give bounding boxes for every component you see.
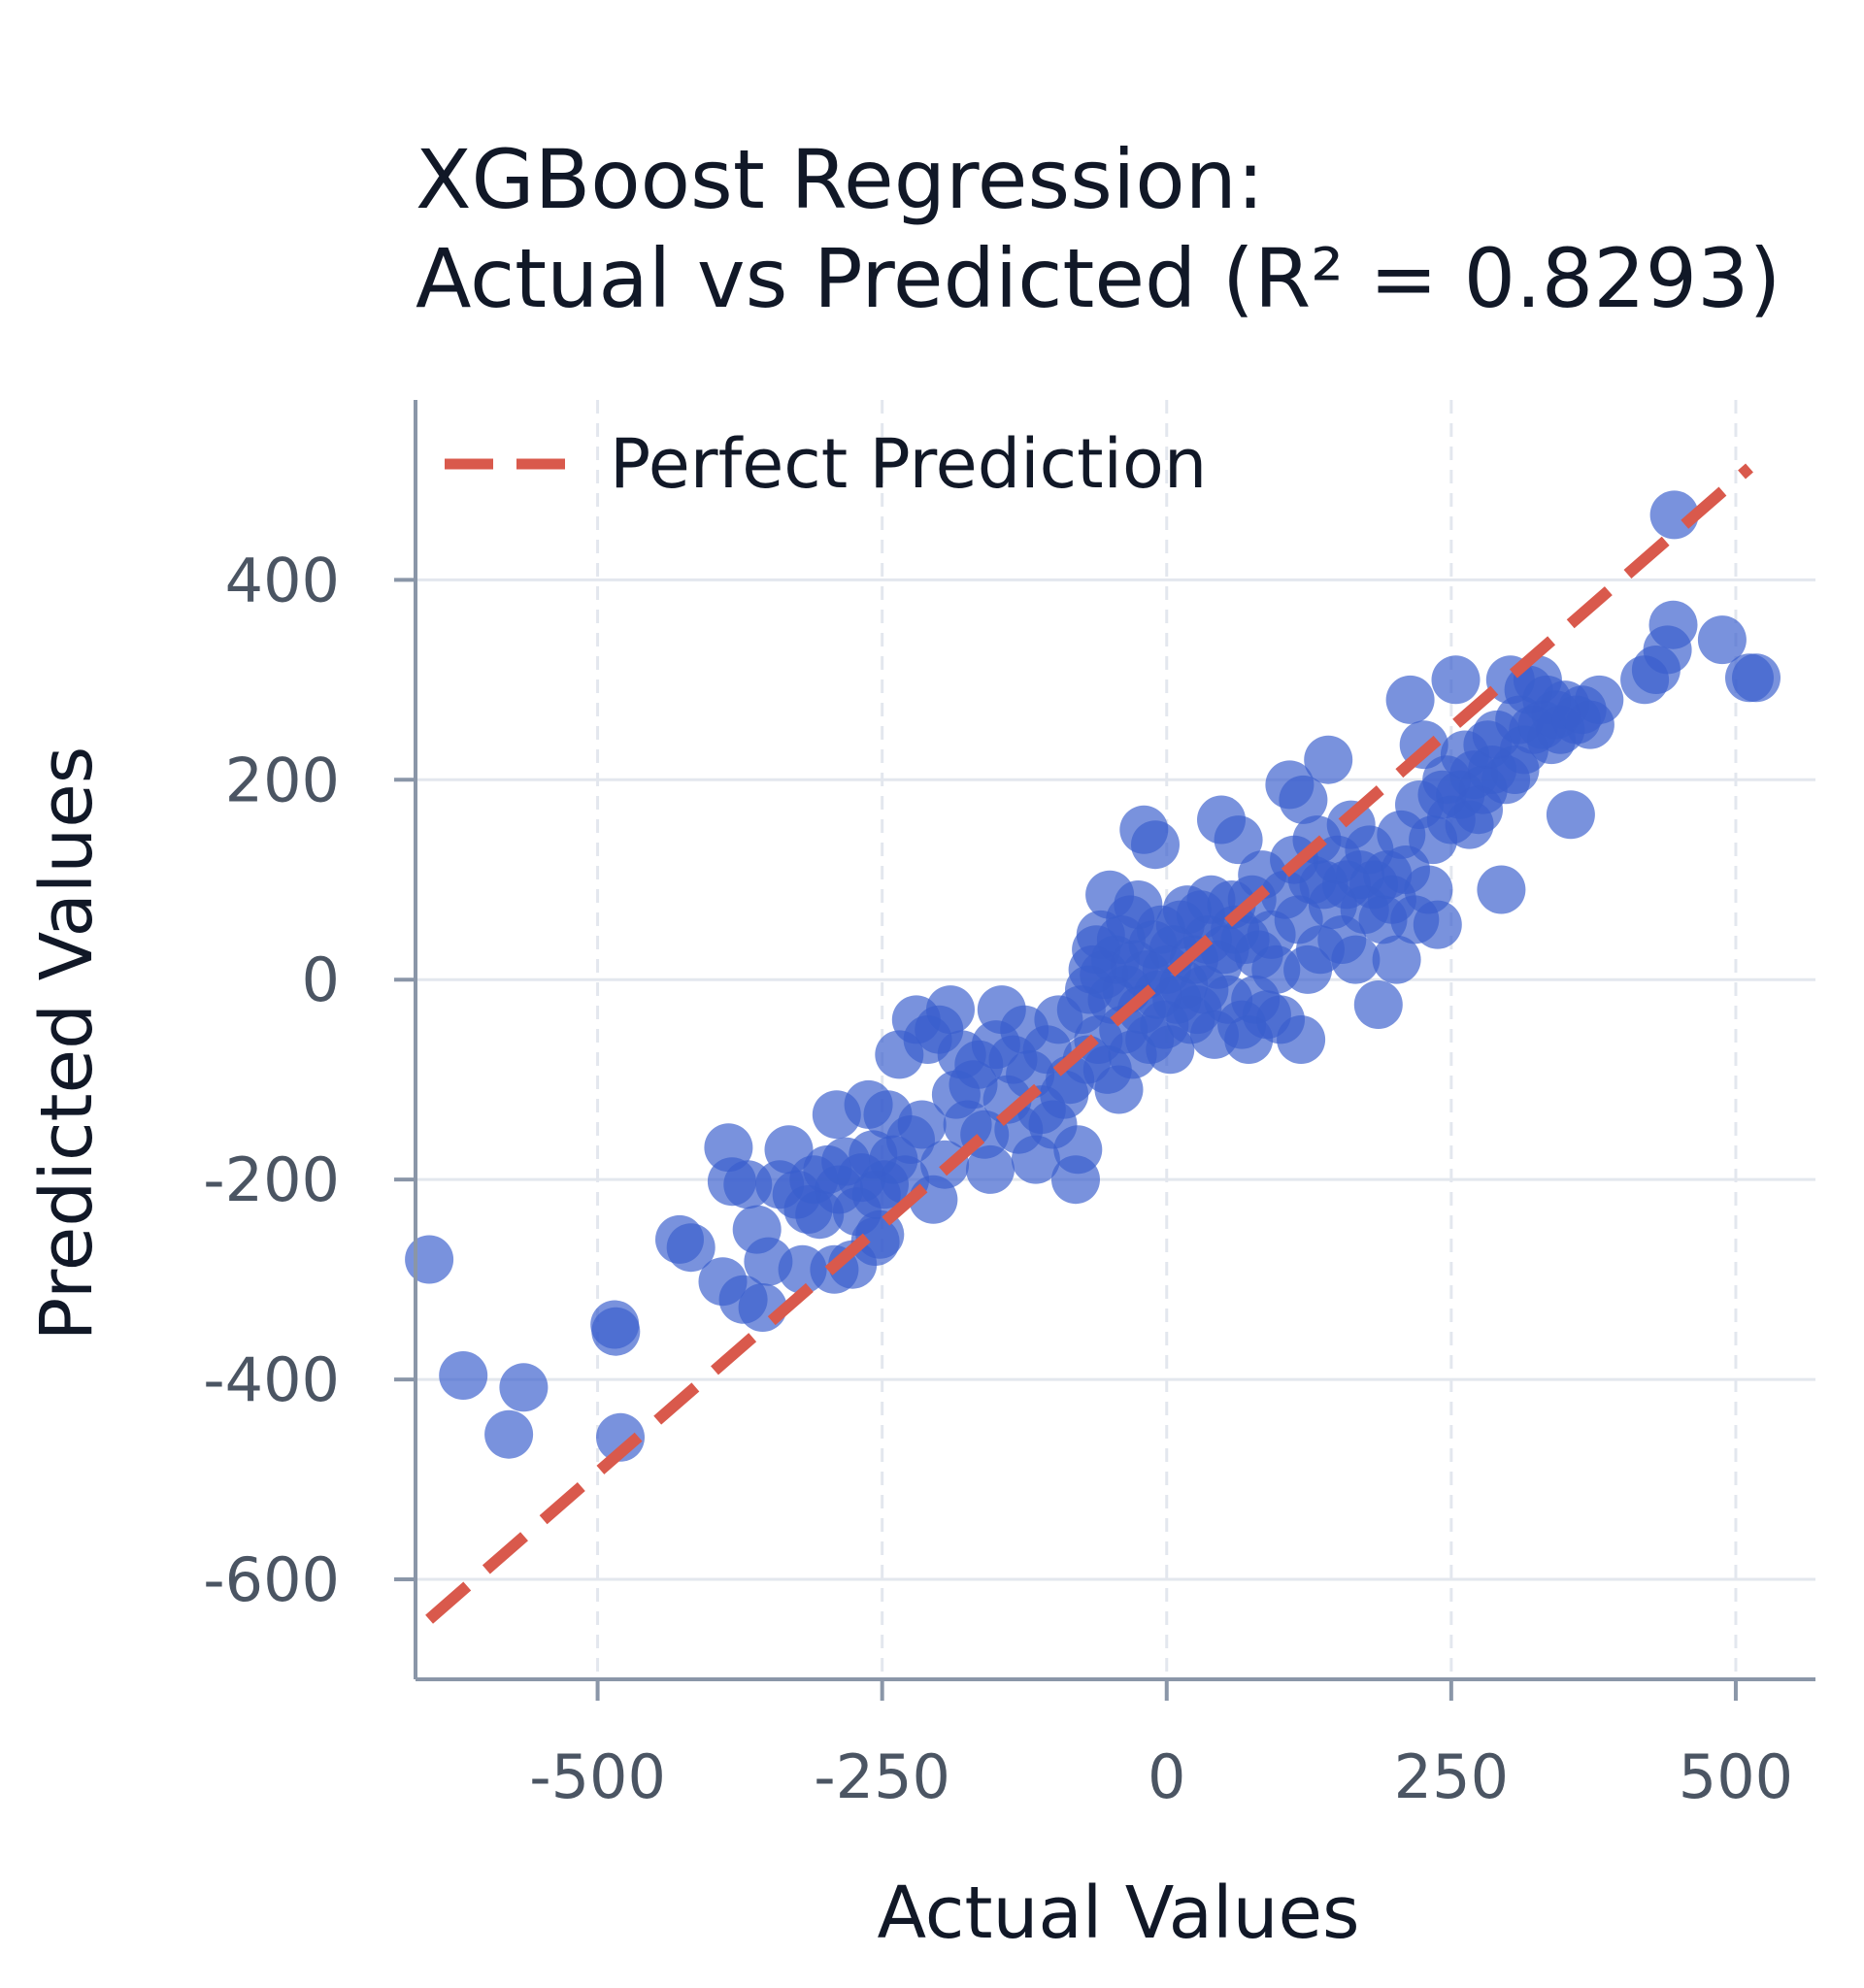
data-point	[1649, 490, 1699, 540]
y-tick-label: 400	[225, 545, 340, 615]
data-point	[1575, 675, 1624, 724]
x-tick-label: -250	[814, 1741, 950, 1812]
y-tick-label: -200	[203, 1144, 340, 1215]
data-point	[1372, 935, 1421, 984]
data-point	[405, 1235, 454, 1284]
data-point	[666, 1223, 716, 1273]
data-point	[966, 1144, 1015, 1194]
data-point	[1279, 775, 1328, 824]
y-tick-label: -400	[203, 1344, 340, 1415]
data-point	[1697, 615, 1747, 665]
data-point	[1648, 600, 1698, 649]
data-point	[1431, 655, 1481, 705]
data-points	[405, 490, 1781, 1462]
data-point	[439, 1351, 488, 1400]
y-tick-label: 0	[302, 944, 340, 1015]
data-point	[1477, 865, 1526, 914]
perfect-prediction-line	[425, 463, 1753, 1624]
x-ticks: -500 -250 0 250 500	[529, 1679, 1793, 1812]
perfect-prediction-layer	[425, 463, 1753, 1624]
data-point	[1214, 815, 1263, 865]
data-point	[1053, 1125, 1103, 1175]
chart-title-line1: XGBoost Regression:	[416, 132, 1264, 227]
data-point	[850, 1217, 900, 1266]
y-tick-label: -600	[203, 1544, 340, 1615]
data-point	[1413, 900, 1462, 949]
data-point	[1385, 675, 1435, 724]
x-axis-label: Actual Values	[877, 1872, 1359, 1955]
data-point	[484, 1409, 534, 1459]
data-point	[591, 1307, 641, 1356]
data-point	[1353, 980, 1403, 1029]
data-point	[1277, 1015, 1326, 1064]
y-axis-label: Predicted Values	[25, 746, 109, 1342]
data-point	[926, 985, 975, 1035]
data-point	[499, 1363, 549, 1412]
axes	[414, 400, 1815, 1681]
data-point	[1304, 735, 1353, 784]
chart-title-line2: Actual vs Predicted (R² = 0.8293)	[416, 231, 1781, 326]
data-point	[1732, 653, 1781, 703]
data-point	[1331, 935, 1381, 984]
gridlines	[416, 400, 1815, 1679]
x-tick-label: 0	[1148, 1741, 1185, 1812]
data-point	[897, 1100, 947, 1149]
y-tick-label: 200	[225, 745, 340, 815]
data-point	[1131, 820, 1180, 870]
legend-label: Perfect Prediction	[610, 424, 1207, 504]
data-point	[1546, 790, 1595, 840]
legend: Perfect Prediction	[445, 424, 1207, 504]
x-tick-label: 500	[1679, 1741, 1793, 1812]
x-tick-label: 250	[1394, 1741, 1509, 1812]
x-tick-label: -500	[529, 1741, 666, 1812]
y-ticks: -600 -400 -200 0 200 400	[203, 545, 416, 1615]
